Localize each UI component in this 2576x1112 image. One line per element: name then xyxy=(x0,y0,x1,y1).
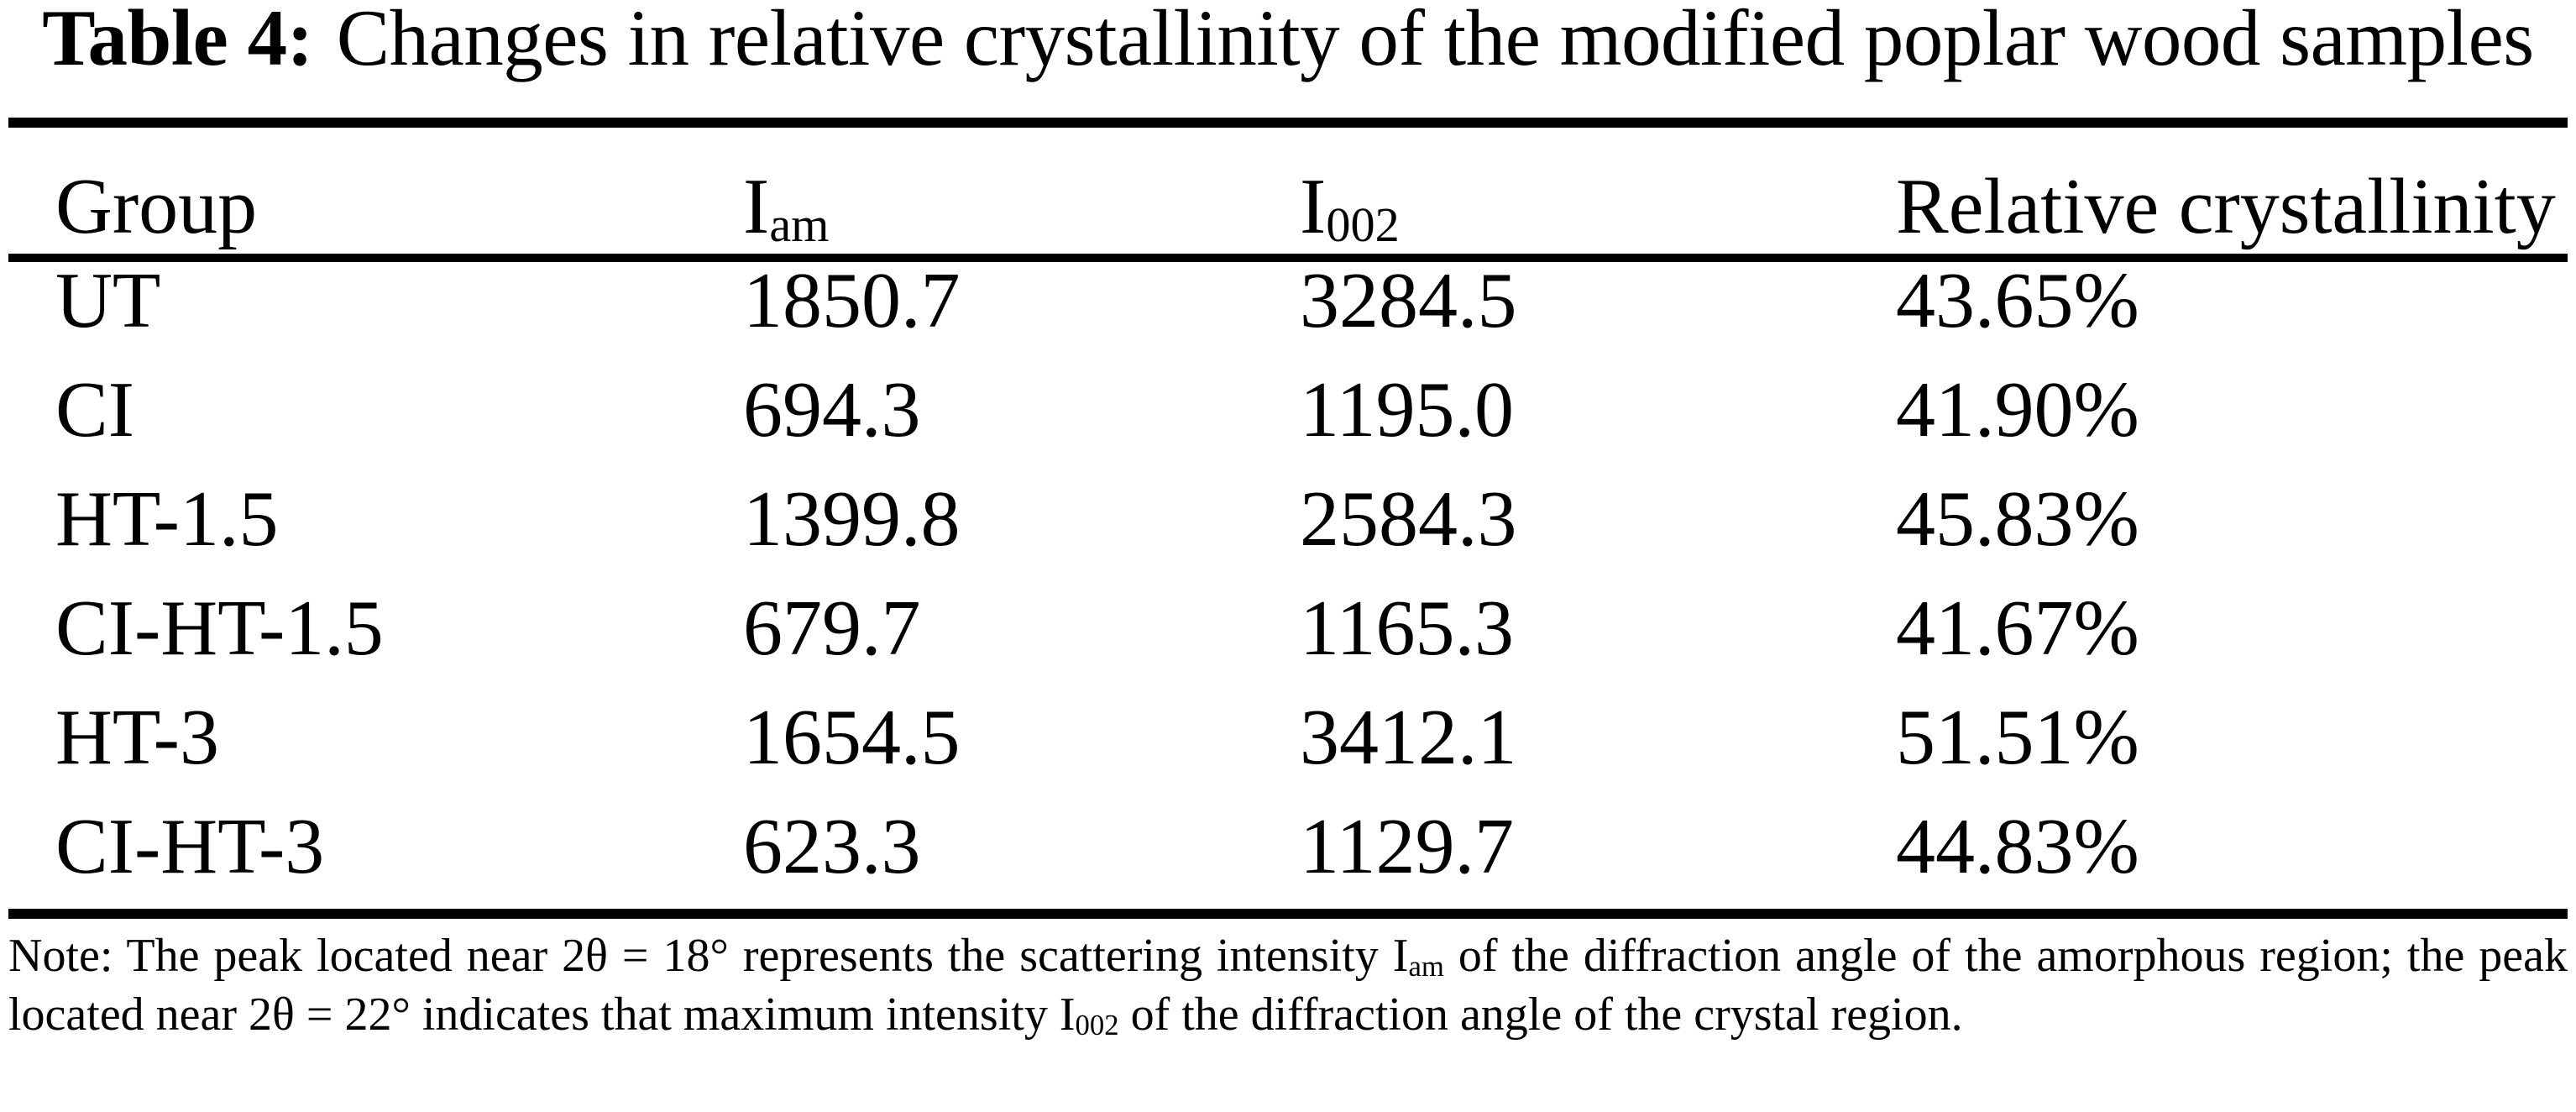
table-caption-text: Changes in relative crystallinity of the… xyxy=(336,0,2534,82)
cell-group: CI xyxy=(55,366,134,454)
iam-subscript: am xyxy=(769,197,830,253)
table-row: CI-HT-1.5 679.7 1165.3 41.67% xyxy=(0,589,2576,681)
cell-group: CI-HT-3 xyxy=(55,803,325,890)
cell-i002: 1129.7 xyxy=(1300,803,1515,890)
cell-relative-crystallinity: 51.51% xyxy=(1896,694,2139,781)
cell-relative-crystallinity: 43.65% xyxy=(1896,257,2139,344)
i002-base: I xyxy=(1300,163,1327,250)
table-caption-label: Table 4: xyxy=(42,0,313,82)
iam-base: I xyxy=(743,163,770,250)
cell-relative-crystallinity: 44.83% xyxy=(1896,803,2139,890)
cell-i002: 3284.5 xyxy=(1300,257,1517,344)
table-note: Note: The peak located near 2θ = 18° rep… xyxy=(8,926,2568,1044)
cell-iam: 679.7 xyxy=(743,585,921,672)
table-row: HT-1.5 1399.8 2584.3 45.83% xyxy=(0,480,2576,572)
cell-relative-crystallinity: 41.67% xyxy=(1896,585,2139,672)
cell-i002: 1195.0 xyxy=(1300,366,1515,454)
table-row: CI 694.3 1195.0 41.90% xyxy=(0,370,2576,463)
column-header-i002: I002 xyxy=(1300,167,1400,249)
cell-i002: 1165.3 xyxy=(1300,585,1515,672)
table-row: CI-HT-3 623.3 1129.7 44.83% xyxy=(0,807,2576,900)
column-header-relative-crystallinity: Relative crystallinity xyxy=(1896,163,2556,250)
table-bottom-rule xyxy=(8,909,2568,919)
cell-i002: 2584.3 xyxy=(1300,475,1517,563)
note-i002-subscript: 002 xyxy=(1075,1009,1119,1042)
note-text-2: of the diffraction angle of the amorphou… xyxy=(8,930,2568,1041)
cell-group: HT-3 xyxy=(55,694,219,781)
i002-subscript: 002 xyxy=(1326,197,1400,253)
cell-iam: 1850.7 xyxy=(743,257,961,344)
cell-relative-crystallinity: 45.83% xyxy=(1896,475,2139,563)
table-caption: Table 4: Changes in relative crystallinit… xyxy=(0,0,2576,78)
cell-relative-crystallinity: 41.90% xyxy=(1896,366,2139,454)
note-text-3: of the diffraction angle of the crystal … xyxy=(1118,989,1963,1041)
cell-iam: 1654.5 xyxy=(743,694,961,781)
cell-iam: 623.3 xyxy=(743,803,921,890)
note-iam-subscript: am xyxy=(1408,950,1444,983)
table-row: UT 1850.7 3284.5 43.65% xyxy=(0,261,2576,354)
table-top-rule xyxy=(8,118,2568,128)
cell-group: CI-HT-1.5 xyxy=(55,585,384,672)
note-text-1: Note: The peak located near 2θ = 18° rep… xyxy=(8,930,1409,982)
cell-i002: 3412.1 xyxy=(1300,694,1517,781)
column-header-group: Group xyxy=(55,163,258,250)
table-header-row: Group Iam I002 Relative crystallinity xyxy=(0,167,2576,260)
cell-iam: 1399.8 xyxy=(743,475,961,563)
column-header-iam: Iam xyxy=(743,167,830,249)
cell-iam: 694.3 xyxy=(743,366,921,454)
cell-group: UT xyxy=(55,257,161,344)
cell-group: HT-1.5 xyxy=(55,475,279,563)
table-row: HT-3 1654.5 3412.1 51.51% xyxy=(0,698,2576,790)
table-header-rule xyxy=(8,254,2568,262)
